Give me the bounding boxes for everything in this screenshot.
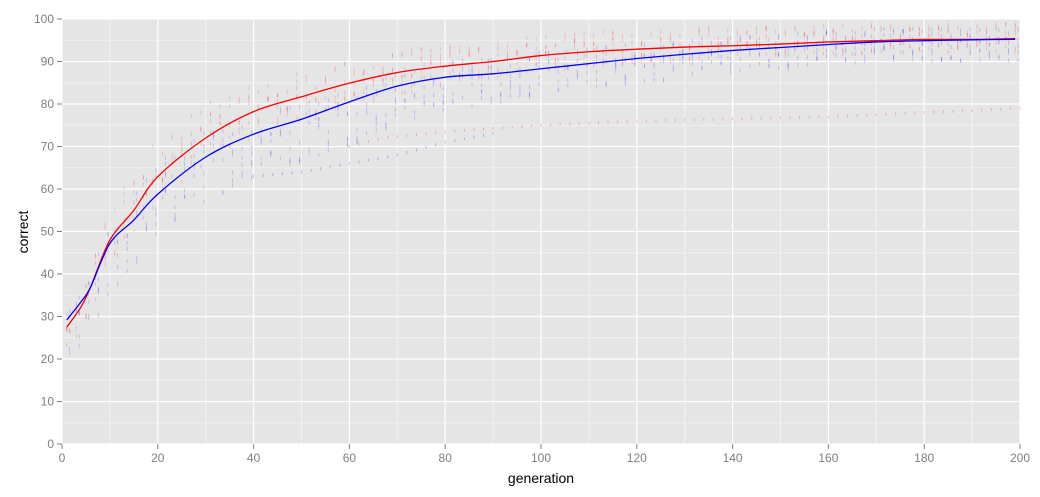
- x-axis-title: generation: [508, 470, 574, 486]
- y-tick-label: 100: [34, 12, 54, 26]
- x-axis: 0 20 40 60 80 100 120 140 160 180 200: [59, 444, 1030, 465]
- outlier-traces: [253, 106, 1021, 178]
- x-tick-label: 40: [247, 451, 261, 465]
- y-tick-label: 90: [41, 55, 55, 69]
- x-tick-label: 0: [59, 451, 66, 465]
- red-mean-line: [66, 37, 1016, 328]
- major-gridlines: [61, 18, 1021, 445]
- x-tick-label: 180: [914, 451, 934, 465]
- x-tick-label: 60: [343, 451, 357, 465]
- x-tick-label: 200: [1010, 451, 1030, 465]
- y-tick-label: 70: [41, 140, 55, 154]
- y-tick-label: 0: [47, 437, 54, 451]
- x-tick-label: 160: [818, 451, 838, 465]
- y-tick-label: 40: [41, 267, 55, 281]
- x-tick-label: 100: [531, 451, 551, 465]
- x-tick-label: 120: [627, 451, 647, 465]
- y-tick-label: 10: [41, 395, 55, 409]
- y-axis: 0 10 20 30 40 50 60 70 80 90 100: [34, 12, 62, 451]
- x-tick-label: 140: [723, 451, 743, 465]
- y-axis-title: correct: [15, 211, 31, 254]
- blue-mean-line: [66, 38, 1016, 321]
- x-tick-label: 20: [151, 451, 165, 465]
- y-tick-label: 30: [41, 310, 55, 324]
- y-tick-label: 80: [41, 97, 55, 111]
- mean-lines: [66, 37, 1016, 328]
- y-tick-label: 60: [41, 182, 55, 196]
- y-tick-label: 20: [41, 352, 55, 366]
- y-tick-label: 50: [41, 225, 55, 239]
- run-traces: [66, 22, 1019, 355]
- x-tick-label: 80: [439, 451, 453, 465]
